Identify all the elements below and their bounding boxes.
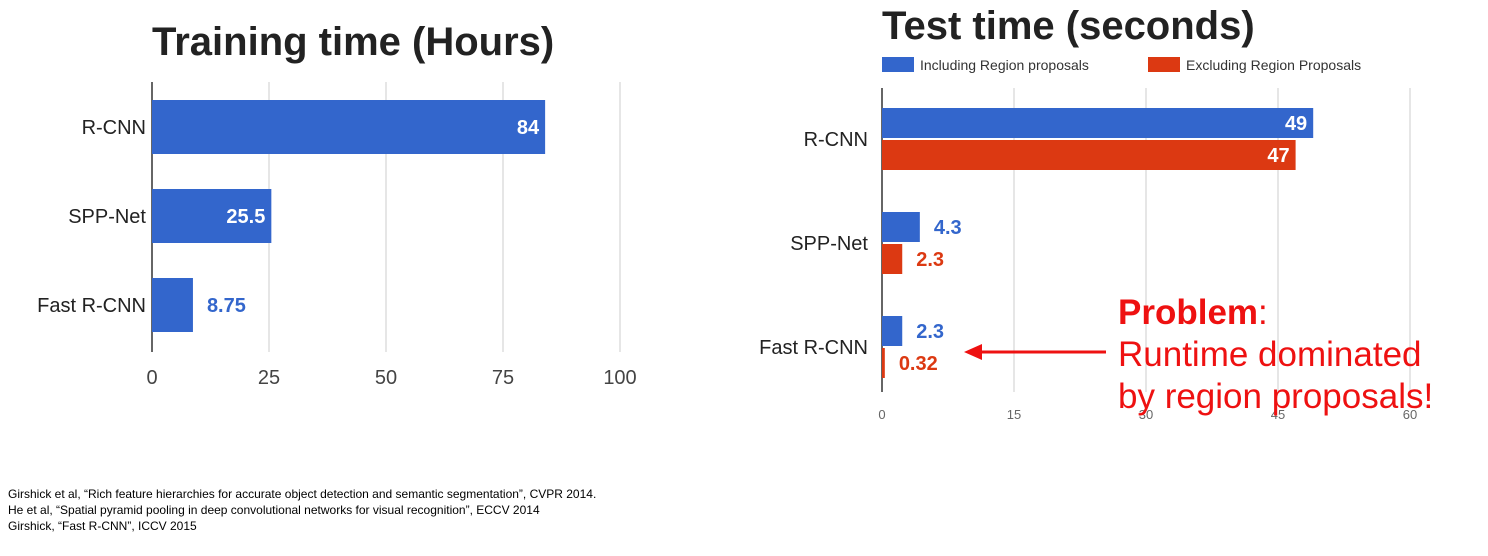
legend-label: Including Region proposals bbox=[920, 57, 1089, 73]
category-label: SPP-Net bbox=[790, 233, 868, 255]
x-tick-label: 30 bbox=[1139, 407, 1153, 422]
bar bbox=[882, 348, 885, 378]
bar bbox=[882, 244, 903, 274]
x-tick-label: 0 bbox=[878, 407, 885, 422]
problem-line-1: Runtime dominated bbox=[1118, 335, 1422, 374]
problem-heading: Problem: bbox=[1118, 292, 1433, 334]
bar bbox=[882, 212, 920, 242]
bar bbox=[152, 100, 546, 154]
data-label: 4.3 bbox=[934, 217, 962, 239]
legend-swatch bbox=[882, 57, 914, 72]
x-tick-label: 50 bbox=[375, 367, 397, 389]
x-tick-label: 0 bbox=[146, 367, 157, 389]
data-label: 2.3 bbox=[916, 321, 944, 343]
x-tick-label: 15 bbox=[1007, 407, 1021, 422]
bar bbox=[152, 278, 193, 332]
data-label: 25.5 bbox=[226, 206, 265, 228]
legend-label: Excluding Region Proposals bbox=[1186, 57, 1361, 73]
training-chart-svg: 0 25 50 75 100 R-CNN 84 SPP-Net 25.5 Fast R-CNN 8.… bbox=[37, 82, 637, 389]
training-chart-title: Training time (Hours) bbox=[152, 20, 555, 64]
x-tick-label: 45 bbox=[1271, 407, 1285, 422]
category-label: SPP-Net bbox=[68, 206, 146, 228]
x-tick-label: 100 bbox=[603, 367, 636, 389]
problem-line-2: by region proposals! bbox=[1118, 377, 1434, 416]
test-time-chart: Test time (seconds) 0 15 30 45 60 Including R… bbox=[700, 0, 1488, 470]
problem-callout: Problem: Runtime dominated by region pro… bbox=[1118, 292, 1433, 418]
category-label: R-CNN bbox=[82, 117, 146, 139]
test-chart-title: Test time (seconds) bbox=[882, 4, 1255, 48]
problem-word: Problem bbox=[1118, 293, 1259, 332]
category-label: R-CNN bbox=[804, 129, 868, 151]
bar bbox=[882, 140, 1296, 170]
citation-2: He et al, “Spatial pyramid pooling in de… bbox=[8, 503, 540, 517]
bar bbox=[152, 189, 272, 243]
x-tick-label: 25 bbox=[258, 367, 280, 389]
x-tick-label: 75 bbox=[492, 367, 514, 389]
citation-1: Girshick et al, “Rich feature hierarchie… bbox=[8, 487, 597, 501]
category-label: Fast R-CNN bbox=[37, 295, 146, 317]
data-label: 49 bbox=[1285, 113, 1307, 135]
data-label: 8.75 bbox=[207, 295, 246, 317]
data-label: 0.32 bbox=[899, 353, 938, 375]
citations: Girshick et al, “Rich feature hierarchie… bbox=[8, 486, 596, 534]
test-chart-svg: 0 15 30 45 60 Including Region proposals Exclu… bbox=[759, 57, 1417, 422]
problem-colon: : bbox=[1258, 293, 1268, 332]
data-label: 47 bbox=[1267, 145, 1289, 167]
bar bbox=[882, 108, 1314, 138]
legend-swatch bbox=[1148, 57, 1180, 72]
training-time-chart: Training time (Hours) 0 25 50 75 100 R-CNN 84 S… bbox=[0, 0, 700, 420]
x-tick-label: 60 bbox=[1403, 407, 1417, 422]
data-label: 84 bbox=[517, 117, 540, 139]
data-label: 2.3 bbox=[916, 249, 944, 271]
bar bbox=[882, 316, 903, 346]
citation-3: Girshick, “Fast R-CNN”, ICCV 2015 bbox=[8, 519, 197, 533]
category-label: Fast R-CNN bbox=[759, 337, 868, 359]
